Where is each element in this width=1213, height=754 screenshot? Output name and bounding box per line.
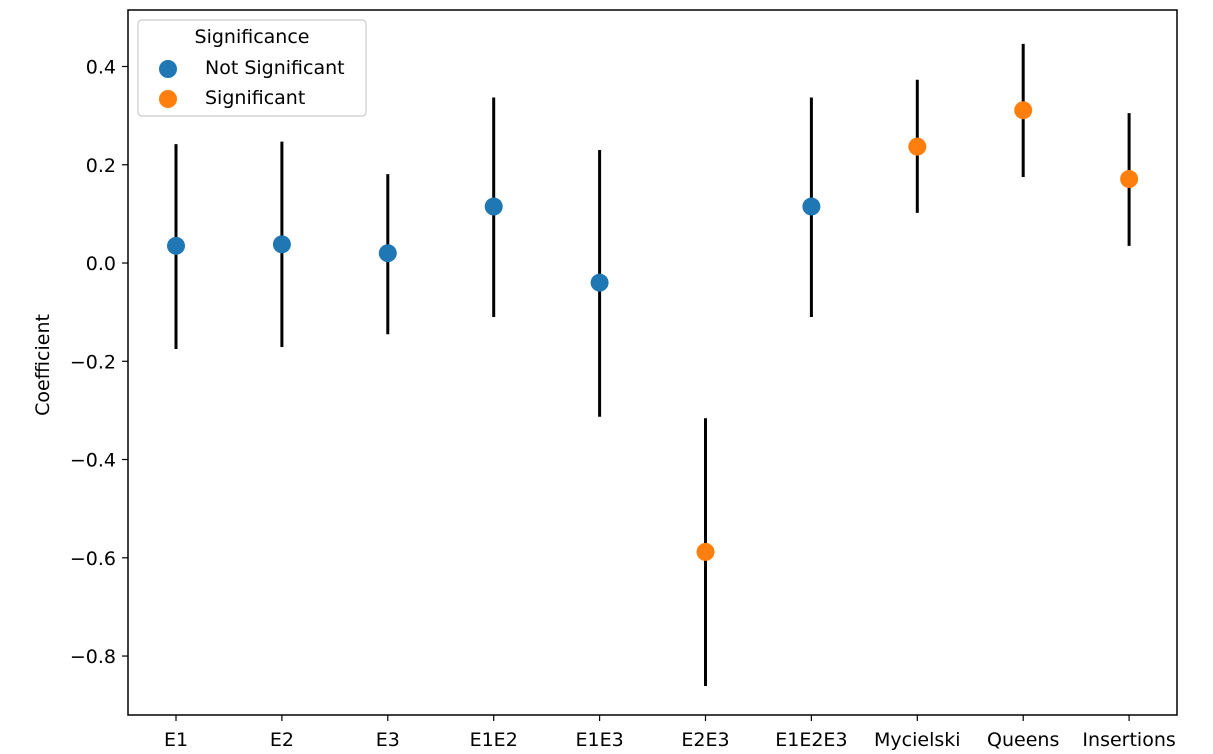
x-tick-label: E1E2E3 [775, 729, 847, 751]
point-e1 [167, 236, 185, 255]
point-e1e2e3 [802, 197, 821, 216]
x-tick-label: E2 [270, 729, 294, 751]
legend-label-not-significant: Not Significant [205, 57, 345, 79]
x-tick-label: Queens [987, 729, 1059, 751]
y-tick-label: −0.8 [70, 646, 116, 668]
x-axis: E1 E2 E3 E1E2 E1E3 E2E3 E1E2E3 Mycielski Queens I… [164, 715, 1176, 751]
x-tick-label: E1E3 [576, 729, 624, 751]
y-tick-label: −0.2 [70, 351, 116, 373]
y-axis: 0.4 0.2 0.0 −0.2 −0.4 −0.6 −0.8 [70, 56, 128, 668]
y-tick-label: 0.0 [86, 253, 116, 275]
legend: Significance Not Significant Significant [137, 19, 367, 117]
legend-marker-significant [159, 90, 177, 108]
point-queens [1014, 101, 1033, 120]
y-tick-label: −0.4 [70, 450, 116, 472]
x-tick-label: E1E2 [470, 729, 518, 751]
legend-title: Significance [195, 26, 310, 48]
point-mycielski [908, 137, 927, 156]
x-tick-label: E2E3 [681, 729, 729, 751]
x-tick-label: E1 [164, 729, 188, 751]
legend-label-significant: Significant [205, 87, 305, 109]
y-tick-label: −0.6 [70, 548, 116, 570]
point-e1e3 [590, 273, 609, 292]
legend-marker-not-significant [159, 60, 177, 78]
y-tick-label: 0.4 [86, 56, 116, 78]
point-e3 [378, 244, 397, 263]
point-insertions [1120, 170, 1139, 189]
x-tick-label: Insertions [1082, 729, 1175, 751]
y-axis-label: Coefficient [32, 314, 54, 416]
y-tick-label: 0.2 [86, 155, 116, 177]
point-e2 [272, 235, 291, 254]
plot-frame [127, 9, 1178, 716]
legend-box [137, 19, 367, 117]
point-e1e2 [484, 197, 503, 216]
x-tick-label: Mycielski [874, 729, 961, 751]
x-tick-label: E3 [376, 729, 400, 751]
point-layer [167, 101, 1139, 561]
point-e2e3 [696, 542, 715, 561]
